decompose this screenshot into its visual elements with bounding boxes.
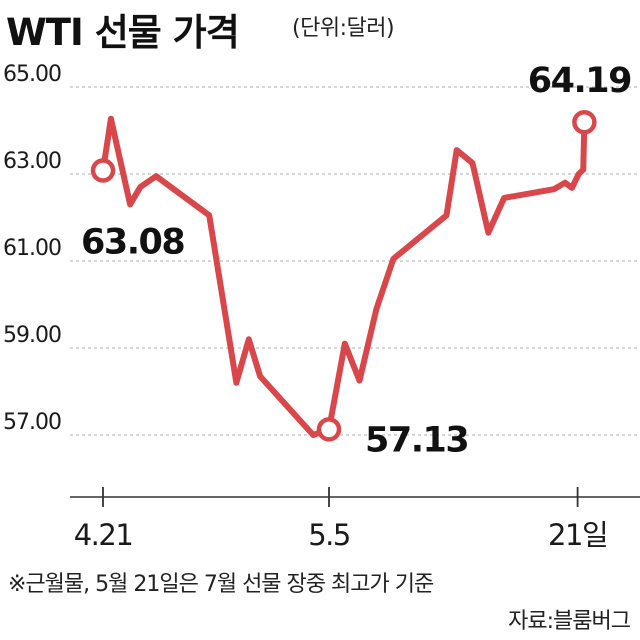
x-tick-label: 21일 bbox=[548, 518, 607, 552]
y-tick-label: 63.00 bbox=[3, 149, 61, 174]
highlight-point bbox=[90, 158, 116, 183]
highlight-point bbox=[316, 417, 342, 442]
grid-lines bbox=[70, 86, 640, 436]
footnote: ※근월물, 5월 21일은 7월 선물 장중 최고가 기준 bbox=[8, 572, 434, 597]
highlight-point bbox=[572, 109, 597, 135]
data-label: 57.13 bbox=[365, 420, 468, 460]
series-line bbox=[100, 115, 588, 438]
y-tick-label: 65.00 bbox=[3, 62, 61, 87]
data-label: 64.19 bbox=[528, 61, 631, 101]
chart-title: WTI 선물 가격 bbox=[6, 11, 240, 54]
x-tick-label: 5.5 bbox=[308, 518, 350, 552]
data-label: 63.08 bbox=[81, 223, 184, 263]
y-tick-label: 61.00 bbox=[3, 236, 61, 261]
y-tick-label: 57.00 bbox=[3, 410, 61, 435]
data-line bbox=[100, 115, 588, 438]
x-axis: 4.21 5.5 21일 bbox=[70, 487, 640, 552]
unit-label: (단위:달러) bbox=[292, 16, 395, 41]
y-tick-label: 59.00 bbox=[3, 323, 61, 348]
y-tick-labels: 65.00 63.00 61.00 59.00 57.00 bbox=[3, 62, 62, 435]
x-tick-label: 4.21 bbox=[74, 518, 133, 552]
source-label: 자료:블룸버그 bbox=[508, 609, 631, 634]
highlight-markers: 63.08 57.13 64.19 bbox=[81, 61, 633, 460]
